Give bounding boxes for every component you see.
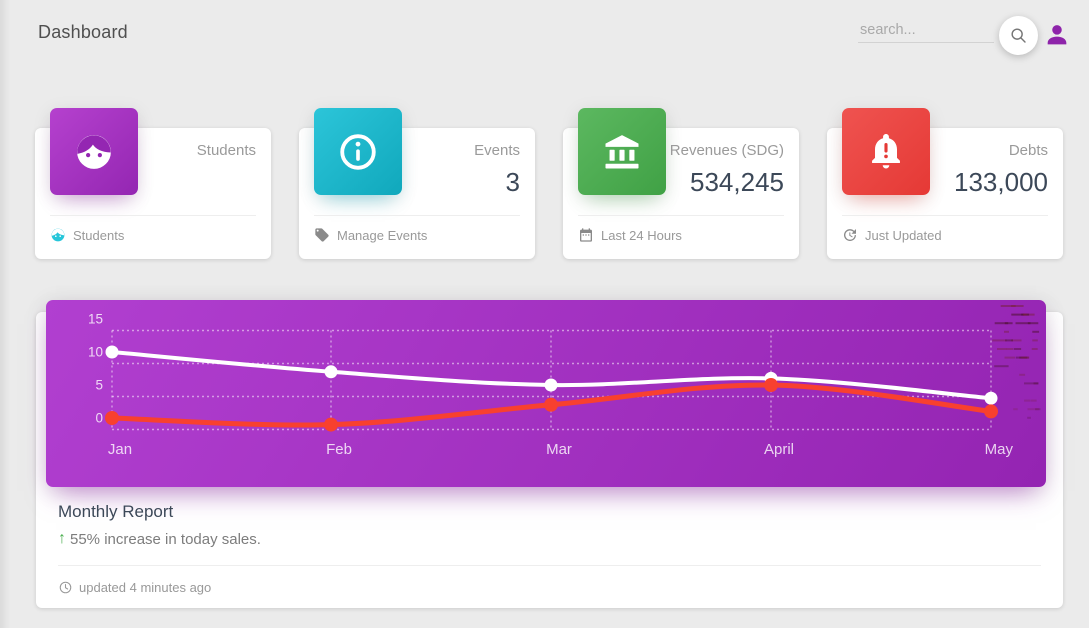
stat-card-debts: Debts 133,000 Just Updated [827, 108, 1063, 259]
card-value: 3 [505, 167, 520, 197]
clock-icon [58, 580, 73, 595]
stat-cards-row: Students Students [35, 108, 1063, 259]
monthly-report-card: 0 5 10 15 Jan Feb Mar April May Monthly Report ↑… [36, 300, 1063, 608]
report-subtitle: ↑ 55% increase in today sales. [58, 530, 1041, 548]
alert-bell-icon [842, 108, 930, 195]
search-button[interactable] [999, 16, 1038, 55]
card-title: Revenues (SDG) [669, 142, 784, 159]
stat-card-events: Events 3 Manage Events [299, 108, 535, 259]
monthly-chart: 0 5 10 15 Jan Feb Mar April May [88, 305, 1041, 458]
person-icon [1043, 21, 1071, 49]
svg-text:Feb: Feb [326, 441, 352, 458]
calendar-icon [578, 227, 594, 243]
magnifier-icon [1009, 26, 1028, 45]
report-subtitle-text: 55% increase in today sales. [70, 530, 261, 548]
card-footer: Last 24 Hours [578, 227, 682, 243]
manage-events-link[interactable]: Manage Events [314, 227, 427, 243]
report-body: Monthly Report ↑ 55% increase in today s… [58, 502, 1041, 548]
svg-text:Mar: Mar [546, 441, 572, 458]
svg-text:Jan: Jan [108, 441, 132, 458]
stat-card-revenues: Revenues (SDG) 534,245 Last 24 Hours [563, 108, 799, 259]
svg-text:April: April [764, 441, 794, 458]
students-footer-link[interactable]: Students [50, 227, 124, 243]
card-footer-label: Manage Events [337, 227, 428, 243]
update-icon [842, 227, 858, 243]
tag-icon [314, 227, 330, 243]
svg-text:10: 10 [88, 345, 103, 360]
card-divider [578, 215, 784, 216]
monthly-chart-panel: 0 5 10 15 Jan Feb Mar April May [46, 300, 1046, 487]
face-icon [50, 108, 138, 195]
card-header: Revenues (SDG) 534,245 [670, 142, 784, 199]
card-divider [314, 215, 520, 216]
report-divider [58, 565, 1041, 566]
card-header: Debts 133,000 [954, 142, 1048, 199]
info-icon [314, 108, 402, 195]
bank-icon [578, 108, 666, 195]
card-footer-label: Just Updated [865, 227, 942, 243]
card-title: Events [474, 142, 520, 159]
card-title: Debts [1008, 142, 1048, 159]
card-value [197, 167, 256, 199]
svg-text:5: 5 [95, 378, 103, 393]
left-edge-shadow [0, 0, 10, 628]
report-title: Monthly Report [58, 502, 174, 521]
arrow-up-icon: ↑ [58, 530, 66, 547]
profile-button[interactable] [1043, 21, 1071, 49]
card-divider [842, 215, 1048, 216]
svg-text:15: 15 [88, 312, 103, 327]
card-footer-label: Students [73, 227, 125, 243]
card-footer-label: Last 24 Hours [601, 227, 682, 243]
svg-text:0: 0 [95, 411, 103, 426]
card-title: Students [196, 142, 256, 159]
face-icon [50, 227, 66, 243]
card-value: 133,000 [954, 167, 1048, 197]
page-title: Dashboard [38, 22, 128, 42]
report-footer: updated 4 minutes ago [58, 580, 211, 595]
card-header: Events 3 [474, 142, 520, 199]
card-value: 534,245 [690, 167, 784, 197]
card-header: Students [197, 142, 256, 199]
svg-text:May: May [985, 441, 1014, 458]
search-input[interactable] [858, 18, 994, 43]
report-updated-text: updated 4 minutes ago [79, 580, 212, 595]
stat-card-students: Students Students [35, 108, 271, 259]
card-footer: Just Updated [842, 227, 942, 243]
card-divider [50, 215, 256, 216]
